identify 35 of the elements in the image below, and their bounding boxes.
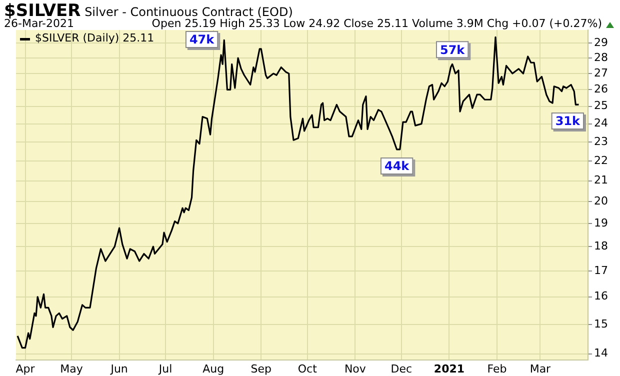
x-tick-label: Aug: [202, 362, 224, 376]
y-tick-label: 17: [594, 264, 608, 277]
x-tick-label: Feb: [487, 362, 507, 376]
y-tick-label: 23: [594, 134, 608, 148]
annotation: 31k: [555, 114, 582, 128]
y-tick-label: 27: [594, 66, 608, 80]
x-tick-label: Mar: [530, 362, 552, 376]
y-tick-label: 21: [594, 174, 608, 187]
y-tick-label: 22: [594, 154, 608, 167]
x-tick-label: Jun: [110, 362, 128, 376]
x-tick-label: Dec: [390, 362, 412, 376]
annotation: 26-Mar-2021: [4, 17, 74, 30]
x-tick-label: Nov: [344, 362, 366, 376]
annotation: 57k: [440, 42, 466, 57]
annotation: 44k: [384, 159, 410, 174]
y-tick-label: 20: [594, 194, 608, 208]
y-tick-label: 25: [594, 99, 608, 112]
y-tick-label: 14: [594, 346, 608, 360]
x-tick-label: Apr: [16, 362, 36, 376]
x-tick-label: Oct: [298, 362, 318, 376]
x-tick-label: May: [60, 362, 84, 376]
annotation: Open 25.19 High 25.33 Low 24.92 Close 25.11 Volume 3.9M Chg +0.07 (+0.27%): [152, 17, 602, 30]
annotation: 47k: [189, 32, 216, 47]
y-tick-label: 29: [594, 36, 608, 49]
y-tick-label: 19: [594, 216, 608, 230]
y-tick-label: 16: [594, 290, 608, 303]
y-tick-label: 18: [594, 239, 608, 252]
y-tick-label: 15: [594, 317, 608, 330]
x-tick-label: Jul: [158, 362, 172, 376]
legend-label: $SILVER (Daily) 25.11: [35, 31, 154, 44]
y-tick-label: 24: [594, 116, 608, 130]
y-tick-label: 28: [594, 50, 608, 64]
y-tick-label: 26: [594, 82, 608, 96]
x-tick-label: Sep: [250, 362, 272, 376]
x-tick-label: 2021: [434, 362, 465, 376]
